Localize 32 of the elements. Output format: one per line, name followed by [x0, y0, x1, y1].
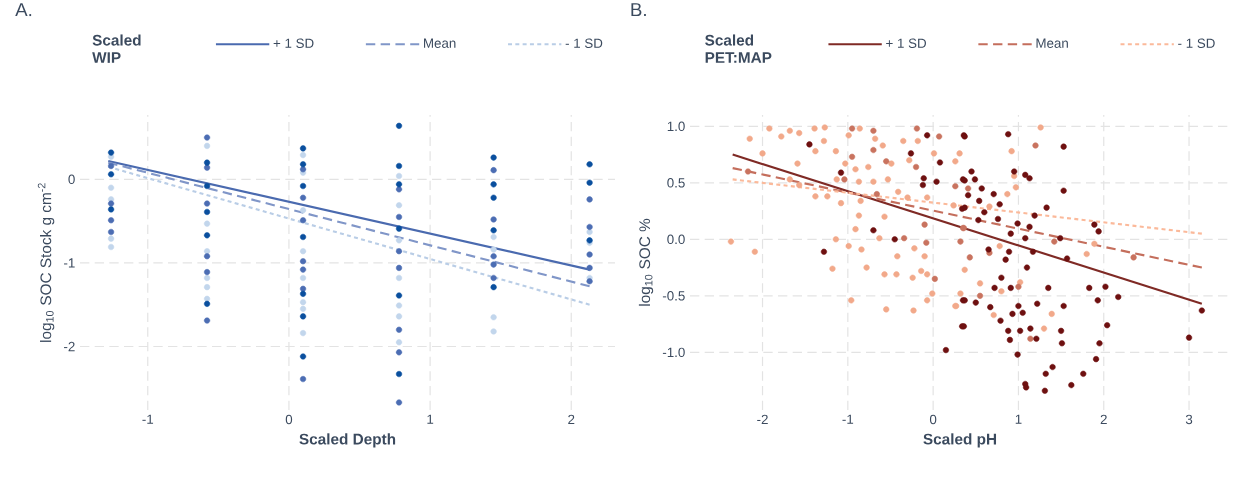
y-tick-label: 1.0	[667, 121, 685, 132]
x-tick-label: 3	[1185, 414, 1193, 425]
x-axis-title: Scaled Depth	[299, 433, 396, 448]
x-tick-label: -1	[142, 414, 154, 424]
legend-label: Mean	[1036, 38, 1068, 48]
x-tick-label: -1	[842, 414, 854, 424]
x-tick-label: -2	[757, 414, 768, 425]
y-tick-label: 0.5	[667, 178, 685, 188]
x-tick-label: 2	[568, 414, 575, 425]
legend-label: - 1 SD	[565, 38, 603, 48]
y-tick-label: -0.5	[662, 291, 685, 301]
legend-title: Scaled PET:MAP	[705, 34, 772, 63]
y-tick-label: 0	[68, 174, 75, 185]
legend-label: + 1 SD	[886, 38, 926, 48]
y-tick-label: 0.0	[667, 234, 685, 245]
legend-label: Mean	[424, 38, 456, 48]
x-tick-label: 0	[285, 414, 293, 425]
x-tick-label: 1	[1015, 414, 1022, 424]
chart-title: B.	[631, 3, 646, 17]
y-tick-label: -1	[64, 258, 75, 268]
legend-label: + 1 SD	[273, 38, 314, 48]
x-axis-title: Scaled pH	[923, 433, 997, 448]
x-tick-label: 1	[427, 414, 434, 424]
legend-label: - 1 SD	[1178, 38, 1215, 48]
x-tick-label: 0	[929, 414, 937, 425]
chart-title: A.	[15, 3, 32, 17]
y-tick-label: -2	[64, 341, 75, 352]
y-tick-label: -1.0	[662, 347, 685, 358]
x-tick-label: 2	[1100, 414, 1107, 425]
y-axis-title: log$_{10}$ SOC Stock g cm$^{-2}$	[37, 183, 55, 342]
y-axis-title: log$_{10}$ SOC %	[638, 218, 654, 306]
legend-title: Scaled WIP	[92, 34, 141, 63]
